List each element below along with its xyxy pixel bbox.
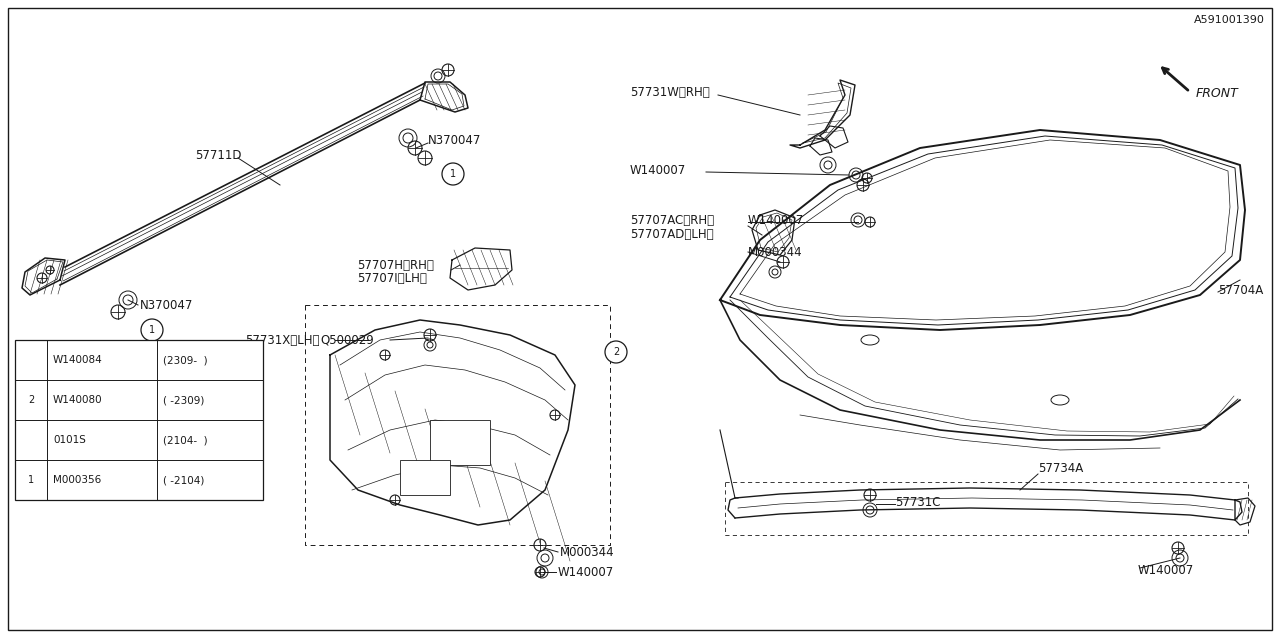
Text: Q500029: Q500029 [320,333,374,346]
Circle shape [20,390,41,410]
Text: 1: 1 [451,169,456,179]
Text: 57707AD〈LH〉: 57707AD〈LH〉 [630,227,714,241]
Text: 2: 2 [613,347,620,357]
Text: M000344: M000344 [748,246,803,259]
Text: 1: 1 [148,325,155,335]
Text: 57707I〈LH〉: 57707I〈LH〉 [357,271,426,285]
Text: M000356: M000356 [52,475,101,485]
Text: W140084: W140084 [52,355,102,365]
Circle shape [605,341,627,363]
Circle shape [141,319,163,341]
Text: W140080: W140080 [52,395,102,405]
Text: W140007: W140007 [1138,563,1194,577]
Text: (2104-  ): (2104- ) [163,435,207,445]
Text: W140007: W140007 [748,214,804,227]
Text: 57711D: 57711D [195,148,242,161]
Bar [15,340,262,500]
Text: M000344: M000344 [561,545,614,559]
Text: 2: 2 [28,395,35,405]
Text: 57731W〈RH〉: 57731W〈RH〉 [630,86,709,99]
Text: A591001390: A591001390 [1194,15,1265,25]
Bar [401,460,451,495]
Text: W140007: W140007 [558,566,614,579]
Text: 57707H〈RH〉: 57707H〈RH〉 [357,259,434,271]
Bar [430,420,490,465]
Text: N370047: N370047 [140,298,193,312]
Text: (2309-  ): (2309- ) [163,355,207,365]
Circle shape [20,470,41,490]
Text: 57704A: 57704A [1219,284,1263,296]
Text: ( -2309): ( -2309) [163,395,205,405]
Text: ( -2104): ( -2104) [163,475,205,485]
Text: FRONT: FRONT [1196,87,1239,100]
Text: 0101S: 0101S [52,435,86,445]
Text: 57734A: 57734A [1038,461,1083,474]
Text: N370047: N370047 [428,134,481,147]
Text: 57707AC〈RH〉: 57707AC〈RH〉 [630,214,714,227]
Text: 57731C: 57731C [895,495,941,509]
Text: 1: 1 [28,475,35,485]
Text: 57731X〈LH〉: 57731X〈LH〉 [244,333,320,346]
Circle shape [442,163,465,185]
Text: W140007: W140007 [630,163,686,177]
